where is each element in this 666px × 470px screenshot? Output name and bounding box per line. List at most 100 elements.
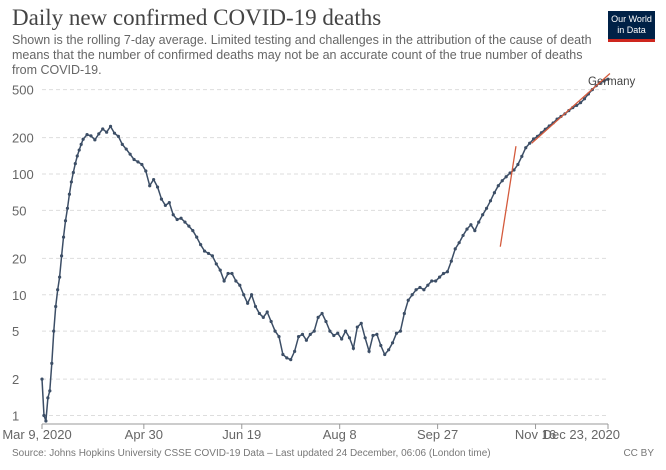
data-point	[383, 352, 387, 357]
data-point	[461, 233, 465, 238]
data-point	[226, 271, 230, 276]
data-point	[524, 146, 528, 150]
data-point	[48, 389, 52, 393]
data-point	[81, 137, 85, 141]
data-point	[85, 133, 89, 137]
data-point	[56, 288, 60, 292]
data-point	[406, 298, 410, 302]
data-point	[273, 329, 277, 333]
y-tick-label: 200	[12, 131, 34, 146]
data-point	[296, 335, 301, 339]
data-point	[496, 184, 500, 188]
data-point	[512, 168, 516, 172]
data-point	[261, 315, 265, 319]
data-point	[175, 217, 179, 222]
x-tick-label: Mar 9, 2020	[2, 427, 71, 442]
data-point	[222, 279, 226, 283]
data-point	[257, 311, 261, 316]
data-point	[434, 279, 438, 283]
x-tick-label: Jun 19	[222, 427, 261, 442]
data-point	[253, 304, 258, 309]
data-point	[69, 180, 73, 184]
license-link[interactable]: CC BY	[623, 448, 654, 459]
data-point	[300, 332, 305, 336]
data-point	[116, 134, 120, 138]
data-point	[418, 285, 422, 290]
y-tick-label: 100	[12, 167, 34, 182]
data-point	[606, 77, 610, 81]
data-point	[488, 199, 493, 203]
logo-line-1: Our World	[611, 14, 652, 24]
data-point	[120, 142, 124, 146]
x-tick-label: Dec 23, 2020	[543, 427, 620, 442]
data-point	[582, 97, 587, 101]
data-point	[516, 162, 520, 167]
x-tick-label: Apr 30	[125, 427, 163, 442]
data-point	[61, 235, 66, 239]
data-point	[67, 192, 72, 196]
data-point	[445, 270, 450, 274]
data-point	[187, 224, 191, 228]
data-point	[58, 275, 62, 279]
data-point	[363, 336, 367, 340]
data-point	[199, 243, 203, 247]
data-point	[77, 148, 81, 152]
data-point	[54, 304, 58, 309]
y-tick-label: 50	[12, 203, 26, 218]
data-point	[242, 293, 246, 297]
data-point	[159, 197, 164, 201]
source-note: Source: Johns Hopkins University CSSE CO…	[12, 448, 491, 459]
data-point	[132, 157, 136, 162]
data-point	[473, 228, 477, 233]
data-point	[340, 337, 344, 341]
data-point	[155, 185, 160, 189]
y-tick-label: 10	[12, 288, 26, 303]
data-point	[128, 152, 132, 156]
data-point	[387, 348, 391, 352]
trend-line	[499, 146, 517, 247]
data-point	[202, 249, 207, 253]
data-point	[179, 216, 183, 220]
data-point	[124, 147, 128, 151]
data-point	[492, 191, 497, 195]
data-point	[44, 419, 48, 423]
data-point	[289, 358, 293, 362]
data-point	[249, 293, 254, 297]
data-point	[214, 262, 218, 266]
owid-logo[interactable]: Our World in Data	[608, 11, 655, 42]
data-point	[422, 288, 426, 292]
y-axis: 1 2 5 10 20 50 100 200 500	[12, 83, 34, 424]
data-point	[105, 130, 109, 134]
data-point	[481, 213, 485, 217]
data-point	[269, 319, 273, 324]
x-axis: Mar 9, 2020 Apr 30 Jun 19 Aug 8 Sep 27 Nov 16…	[2, 423, 620, 442]
data-point	[281, 352, 285, 357]
x-tick-label: Aug 8	[323, 427, 357, 442]
data-point	[293, 349, 297, 353]
data-point	[371, 333, 375, 338]
y-tick-label: 2	[12, 372, 19, 387]
data-point	[398, 329, 403, 333]
data-point	[136, 160, 140, 164]
data-point	[304, 338, 308, 342]
data-point	[246, 301, 250, 305]
series-line-germany[interactable]	[41, 78, 609, 422]
data-point	[140, 162, 144, 167]
y-tick-label: 5	[12, 324, 19, 339]
data-point	[183, 220, 187, 224]
data-point	[285, 356, 289, 360]
data-point	[528, 141, 532, 145]
data-point	[578, 101, 583, 105]
data-point	[108, 124, 113, 129]
data-point	[457, 241, 461, 245]
data-point	[89, 134, 93, 138]
series-layer: Germany	[40, 76, 636, 423]
data-point	[469, 223, 473, 227]
data-point	[195, 235, 199, 239]
data-point	[308, 332, 312, 336]
data-point	[52, 329, 56, 333]
data-point	[277, 335, 281, 339]
data-point	[191, 228, 195, 233]
data-point	[234, 279, 238, 283]
data-point	[410, 293, 414, 297]
